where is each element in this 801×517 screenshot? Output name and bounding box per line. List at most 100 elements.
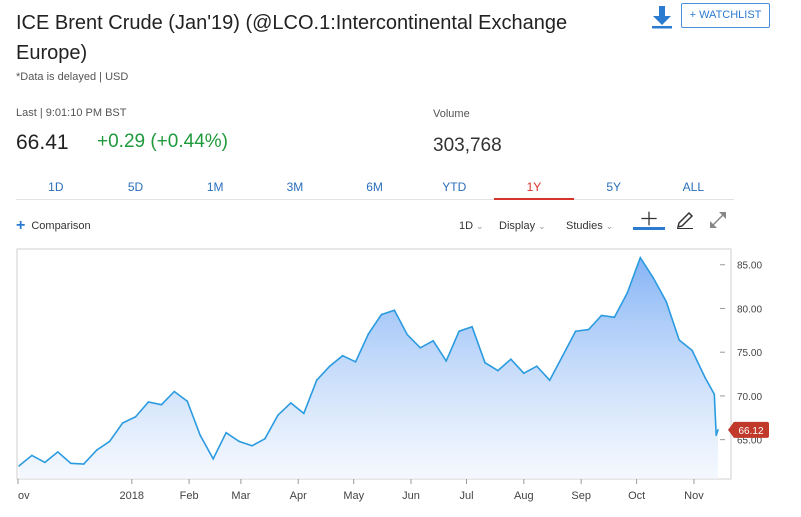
data-point: [302, 412, 305, 415]
x-tick-label: Sep: [571, 490, 591, 502]
data-point: [691, 349, 693, 352]
last-price: 66.41: [16, 131, 69, 154]
x-tick-label: ov: [18, 490, 30, 502]
data-point: [354, 361, 357, 363]
data-point: [432, 340, 435, 342]
x-tick-label: 2018: [120, 490, 144, 502]
y-tick-label: 85.00: [737, 261, 762, 272]
tab-all[interactable]: ALL: [682, 180, 705, 194]
x-tick-label: Oct: [628, 490, 645, 502]
data-point: [587, 328, 590, 331]
interval-dropdown[interactable]: 1D ⌄: [459, 220, 484, 232]
comparison-button[interactable]: + Comparison: [16, 217, 91, 234]
data-point: [639, 256, 642, 259]
data-point: [535, 365, 538, 367]
x-tick-label: May: [343, 490, 364, 502]
x-tick-label: Nov: [684, 490, 704, 502]
tab-6m[interactable]: 6M: [366, 180, 383, 194]
chevron-down-icon: ⌄: [476, 221, 484, 231]
data-point: [393, 309, 396, 312]
data-point: [95, 449, 98, 451]
last-value-pointer: [728, 421, 734, 438]
pencil-icon[interactable]: [675, 210, 695, 230]
last-trade-label: Last | 9:01:10 PM BST: [16, 107, 127, 119]
data-point: [613, 316, 616, 319]
data-point: [652, 277, 655, 279]
data-point: [574, 330, 577, 333]
data-point: [277, 414, 279, 416]
studies-label: Studies: [566, 220, 603, 232]
data-point: [497, 369, 499, 372]
data-point: [121, 422, 124, 424]
data-point: [715, 434, 717, 437]
data-point: [445, 360, 447, 362]
data-point: [484, 361, 486, 364]
x-tick-label: Aug: [514, 490, 534, 502]
data-point: [212, 458, 214, 460]
tab-1y[interactable]: 1Y: [494, 178, 574, 200]
data-point: [44, 461, 46, 464]
data-point: [82, 463, 85, 465]
data-point: [380, 313, 383, 316]
x-tick-label: Mar: [231, 490, 250, 502]
display-dropdown[interactable]: Display ⌄: [499, 220, 546, 232]
crosshair-icon[interactable]: [633, 210, 665, 230]
x-tick-label: Apr: [290, 490, 307, 502]
data-point: [471, 326, 473, 328]
studies-dropdown[interactable]: Studies ⌄: [566, 220, 613, 232]
data-point: [18, 465, 20, 467]
volume-label: Volume: [433, 108, 470, 120]
plus-icon: +: [16, 217, 26, 234]
data-point: [600, 314, 603, 317]
data-point: [238, 440, 240, 443]
interval-label: 1D: [459, 220, 474, 232]
comparison-label: Comparison: [31, 220, 91, 232]
data-point: [458, 330, 460, 333]
tab-5y[interactable]: 5Y: [606, 180, 621, 194]
data-point: [199, 434, 202, 437]
data-point: [523, 372, 525, 374]
data-point: [160, 403, 163, 406]
y-tick-label: 70.00: [737, 392, 762, 403]
y-tick-label: 65.00: [737, 436, 762, 447]
display-label: Display: [499, 220, 536, 232]
data-point: [510, 358, 512, 360]
tab-1m[interactable]: 1M: [206, 180, 224, 194]
data-point: [315, 379, 318, 381]
data-point: [548, 379, 551, 381]
y-tick-label: 80.00: [737, 304, 762, 315]
download-icon[interactable]: [651, 5, 673, 29]
data-point: [717, 429, 719, 431]
last-value-badge: [733, 421, 769, 438]
data-point: [251, 444, 253, 447]
data-point: [367, 333, 370, 335]
chevron-down-icon: ⌄: [538, 221, 546, 231]
last-value-label: 66.12: [738, 426, 763, 437]
data-point: [704, 376, 706, 379]
tab-3m[interactable]: 3M: [286, 180, 304, 194]
price-area-fill: [19, 257, 718, 479]
data-point: [341, 354, 344, 357]
volume-value: 303,768: [433, 135, 502, 156]
expand-icon[interactable]: [708, 210, 728, 230]
chevron-down-icon: ⌄: [605, 221, 614, 231]
price-change: +0.29 (+0.44%): [97, 131, 228, 152]
data-delay-note: *Data is delayed | USD: [16, 71, 129, 83]
data-point: [147, 401, 150, 403]
data-point: [225, 431, 227, 434]
data-point: [678, 339, 680, 341]
data-point: [173, 390, 176, 393]
data-point: [264, 437, 266, 440]
tab-5d[interactable]: 5D: [127, 180, 144, 194]
add-to-watchlist-button[interactable]: + WATCHLIST: [681, 3, 770, 28]
tab-1d[interactable]: 1D: [48, 180, 64, 194]
instrument-title: ICE Brent Crude (Jan'19) (@LCO.1:Interco…: [16, 12, 568, 64]
x-tick-label: Feb: [180, 490, 199, 502]
data-point: [419, 347, 422, 349]
tab-ytd[interactable]: YTD: [442, 180, 467, 194]
data-point: [406, 333, 409, 336]
data-point: [328, 365, 331, 367]
data-point: [561, 354, 564, 357]
data-point: [713, 393, 716, 395]
